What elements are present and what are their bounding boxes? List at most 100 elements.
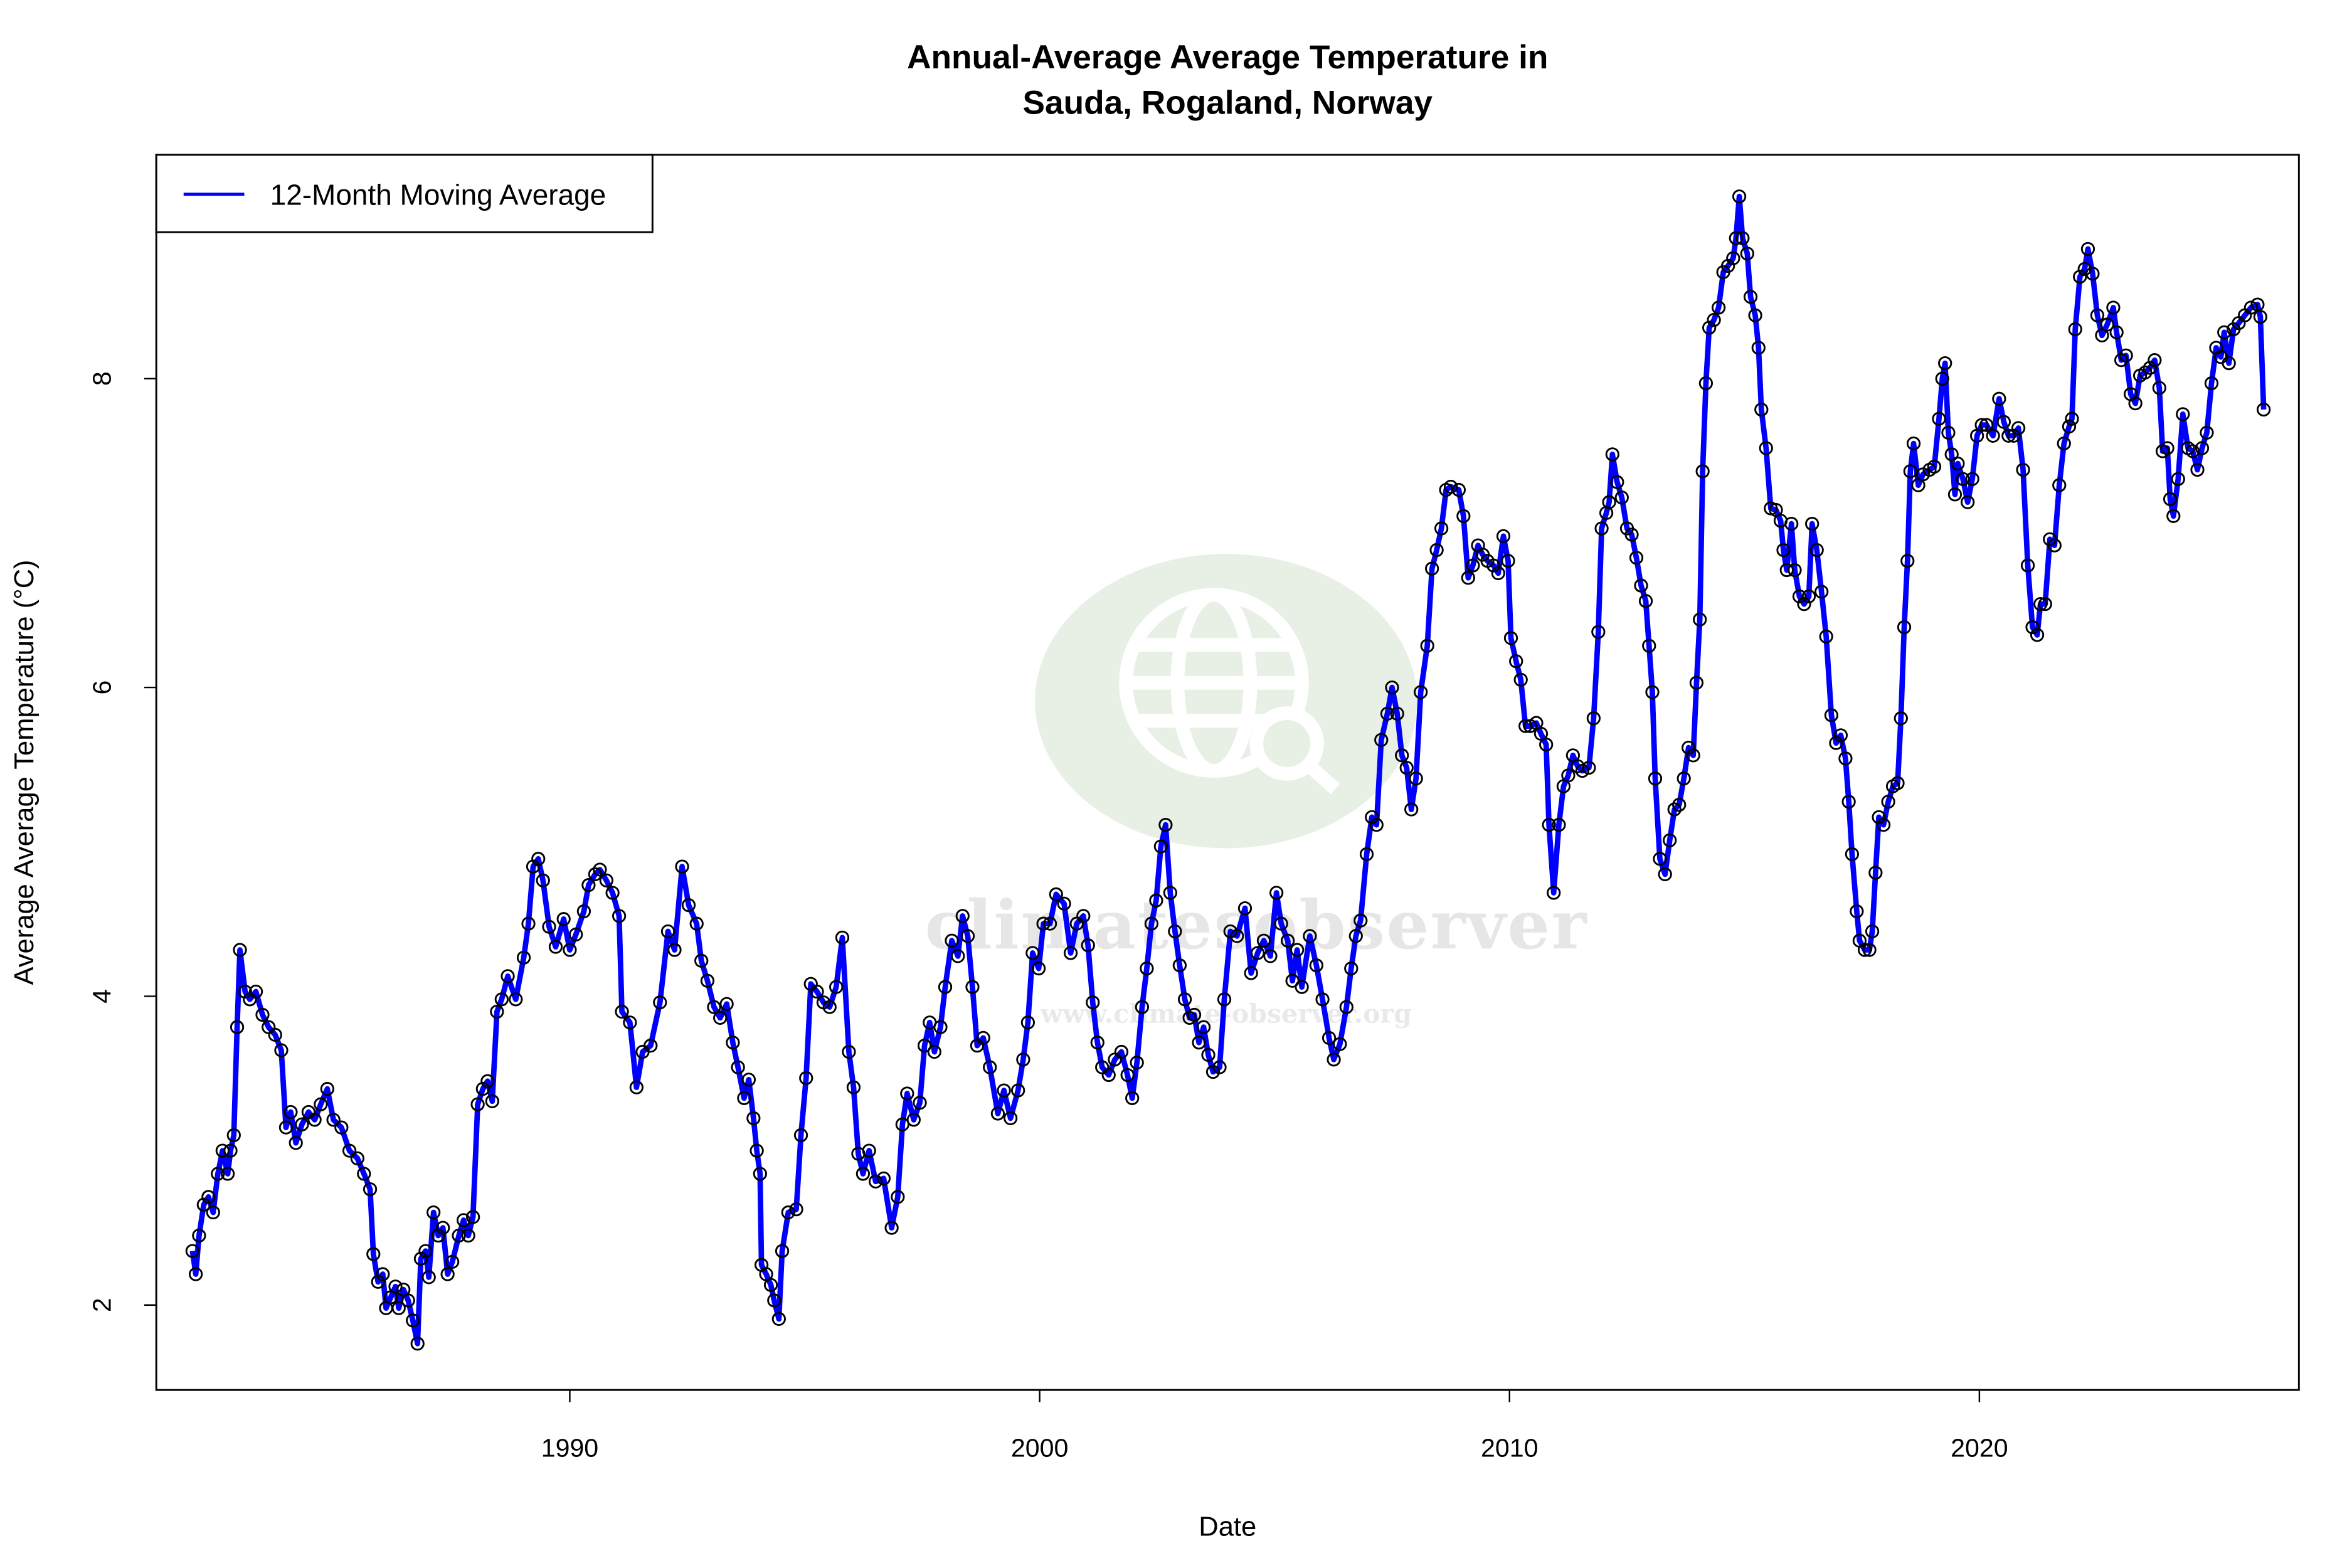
data-point	[1591, 625, 1606, 639]
data-point	[869, 1174, 883, 1189]
data-point	[1081, 938, 1095, 953]
data-point	[238, 984, 252, 999]
data-point	[2065, 411, 2079, 426]
data-point	[955, 909, 970, 923]
data-point	[1754, 402, 1769, 417]
data-point	[1192, 1036, 1206, 1050]
data-point	[1594, 521, 1609, 536]
data-point	[856, 1167, 871, 1181]
data-point	[475, 1081, 490, 1096]
data-point	[2200, 425, 2214, 440]
data-point	[452, 1228, 466, 1243]
data-point	[431, 1228, 445, 1243]
data-point	[2176, 407, 2190, 421]
data-point	[2100, 317, 2114, 332]
data-point	[906, 1113, 921, 1127]
data-point	[501, 969, 515, 983]
data-point	[1586, 711, 1601, 726]
data-point	[490, 1004, 504, 1019]
data-point	[2253, 310, 2268, 324]
data-point	[1872, 810, 1886, 824]
data-point	[1031, 961, 1046, 976]
data-point	[1491, 566, 1505, 581]
data-point	[1456, 509, 1471, 523]
data-point	[2001, 428, 2016, 443]
data-point	[933, 1020, 948, 1034]
data-point	[1642, 638, 1656, 653]
data-point	[1833, 728, 1848, 743]
data-point	[599, 873, 614, 887]
data-point	[1735, 231, 1750, 245]
data-point	[2109, 325, 2124, 339]
data-point	[1702, 320, 1717, 335]
data-point	[1153, 839, 1168, 854]
y-tick-label: 2	[88, 1298, 117, 1312]
y-tick-label: 8	[88, 371, 117, 386]
data-point	[1290, 943, 1305, 957]
data-point	[1951, 456, 1965, 471]
data-point	[1689, 675, 1704, 690]
data-point	[2138, 365, 2153, 380]
data-point	[1547, 886, 1561, 900]
data-point	[1369, 818, 1384, 832]
data-point	[326, 1113, 341, 1127]
data-point	[2204, 376, 2219, 391]
data-point	[1686, 748, 1700, 763]
data-point	[750, 1143, 764, 1158]
data-point	[775, 1244, 790, 1258]
data-point	[283, 1104, 298, 1120]
data-point	[741, 1073, 756, 1087]
data-point	[2062, 419, 2077, 434]
data-point	[1090, 1036, 1104, 1050]
data-point	[1285, 973, 1300, 988]
data-point	[1057, 896, 1071, 911]
data-point	[1927, 459, 1942, 474]
data-point	[1979, 418, 1994, 432]
data-point	[1374, 733, 1389, 747]
data-point	[206, 1205, 220, 1220]
data-point	[1881, 795, 1895, 809]
data-point	[1237, 901, 1253, 916]
data-point	[418, 1244, 433, 1258]
data-point	[997, 1083, 1011, 1098]
data-point	[357, 1167, 371, 1181]
data-point	[445, 1254, 460, 1269]
data-point	[1251, 946, 1265, 960]
data-point	[1163, 886, 1177, 900]
data-point	[548, 940, 563, 954]
data-point	[1788, 563, 1802, 578]
data-point	[793, 1128, 808, 1143]
data-point	[1390, 706, 1404, 721]
data-point	[2160, 441, 2175, 455]
data-point	[983, 1060, 997, 1074]
data-point	[1429, 543, 1444, 558]
data-point	[1876, 818, 1891, 832]
data-point	[900, 1086, 914, 1101]
data-point	[1743, 290, 1758, 304]
data-point	[965, 980, 980, 994]
data-point	[366, 1247, 381, 1261]
data-point	[410, 1337, 425, 1351]
data-point	[917, 1039, 932, 1053]
x-tick-label: 2020	[1951, 1434, 2008, 1463]
data-point	[876, 1171, 891, 1186]
series-layer	[185, 189, 2271, 1351]
series-line	[189, 193, 2267, 1347]
data-point	[1076, 909, 1091, 923]
data-point	[1801, 589, 1816, 603]
data-point	[1309, 958, 1323, 973]
data-point	[192, 1228, 206, 1243]
data-point	[1658, 867, 1672, 882]
data-point	[421, 1270, 436, 1285]
data-point	[1534, 726, 1549, 741]
data-point	[1063, 946, 1078, 960]
data-point	[1797, 596, 1811, 612]
data-point	[1890, 776, 1905, 790]
data-point	[1672, 798, 1687, 812]
data-point	[516, 950, 531, 965]
data-point	[581, 878, 596, 893]
data-point	[563, 943, 577, 957]
data-point	[1144, 916, 1159, 931]
data-point	[1965, 472, 1979, 486]
data-point	[2195, 441, 2210, 455]
